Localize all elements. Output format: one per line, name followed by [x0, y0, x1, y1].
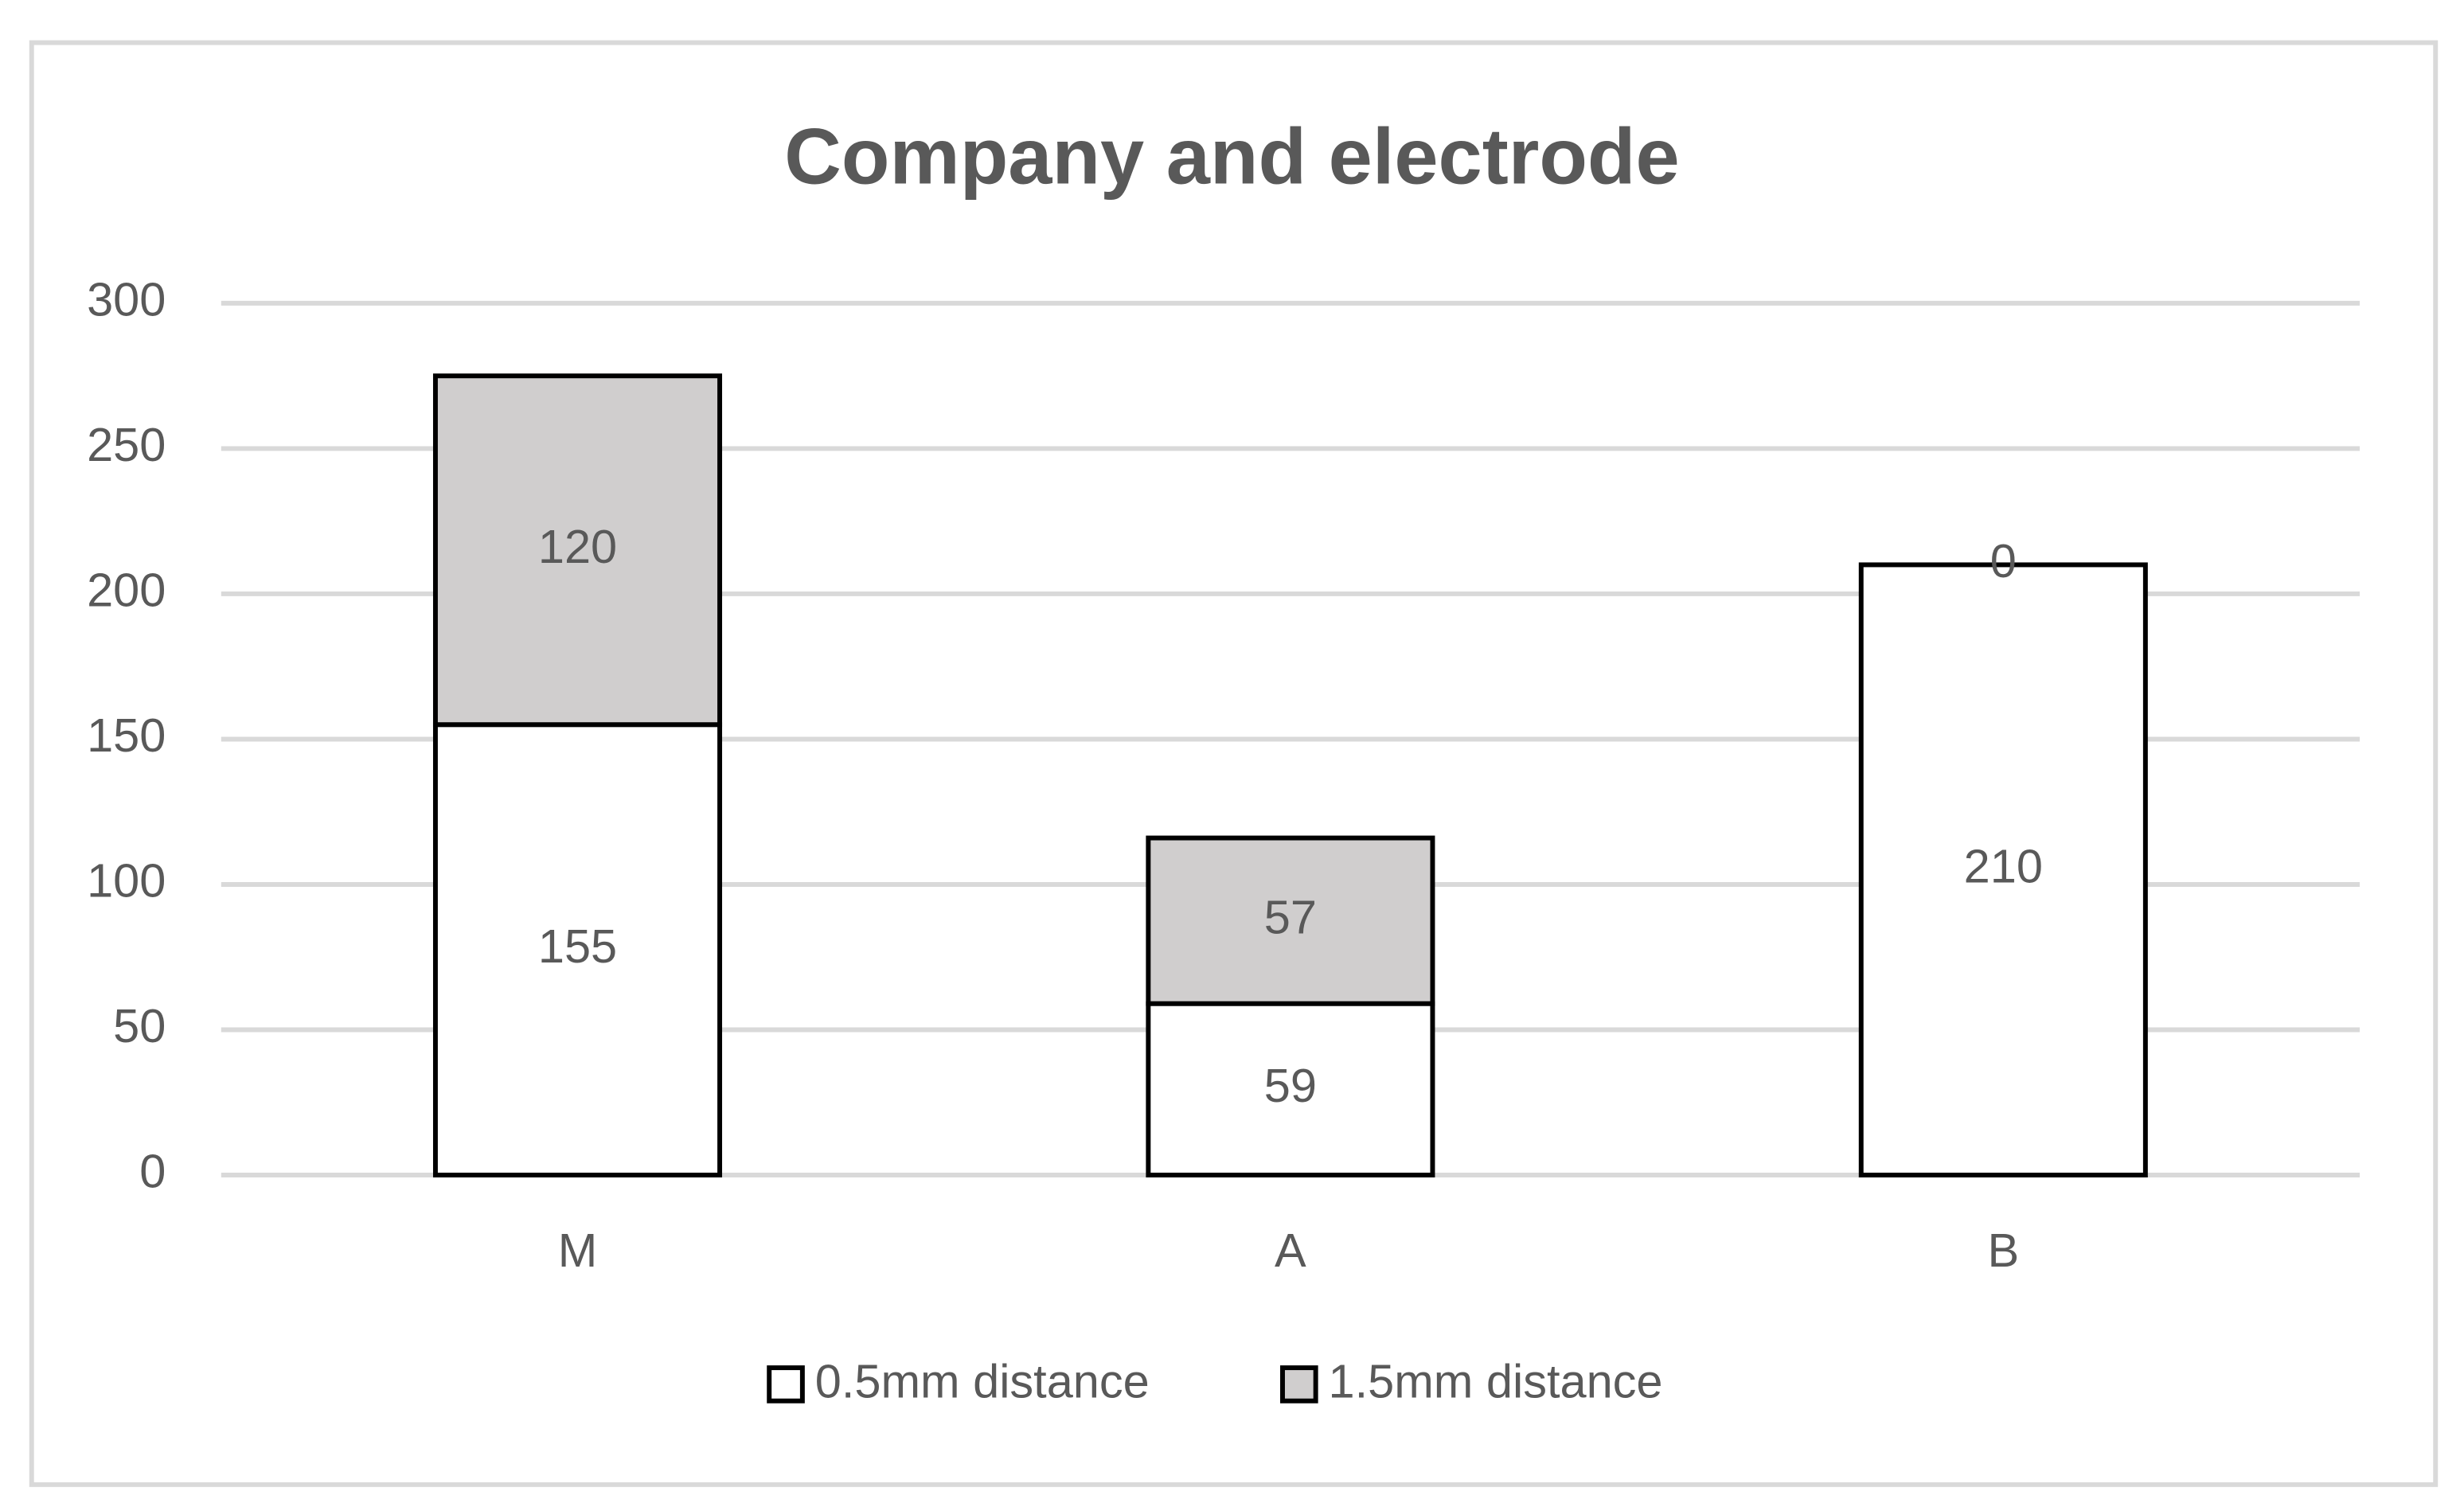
- data-label: 59: [1264, 1059, 1317, 1112]
- legend-swatch: [1280, 1365, 1318, 1404]
- bar-segment: [432, 722, 723, 1177]
- bar-segment: [1858, 562, 2148, 1177]
- y-tick-label: 100: [87, 854, 166, 908]
- legend-label: 1.5mm distance: [1329, 1355, 1663, 1408]
- x-tick-label: B: [1987, 1224, 2019, 1277]
- data-label: 120: [538, 520, 617, 573]
- x-tick-label: A: [1275, 1224, 1306, 1277]
- y-tick-label: 200: [87, 564, 166, 617]
- y-tick-label: 150: [87, 709, 166, 762]
- x-tick-label: M: [558, 1224, 598, 1277]
- chart-title: Company and electrode: [784, 113, 1679, 201]
- y-tick-label: 250: [87, 418, 166, 471]
- data-label: 57: [1264, 890, 1317, 943]
- bar-segment: [1146, 1001, 1435, 1177]
- bar-segment: [432, 373, 723, 728]
- data-label: 210: [1964, 839, 2043, 892]
- legend-swatch: [767, 1365, 805, 1404]
- legend-label: 0.5mm distance: [815, 1355, 1150, 1408]
- bar-segment: [1146, 835, 1435, 1006]
- data-label: 0: [1990, 534, 2017, 588]
- y-tick-label: 300: [87, 273, 166, 326]
- y-tick-label: 0: [139, 1145, 166, 1198]
- y-tick-label: 50: [113, 999, 166, 1052]
- data-label: 155: [538, 919, 617, 973]
